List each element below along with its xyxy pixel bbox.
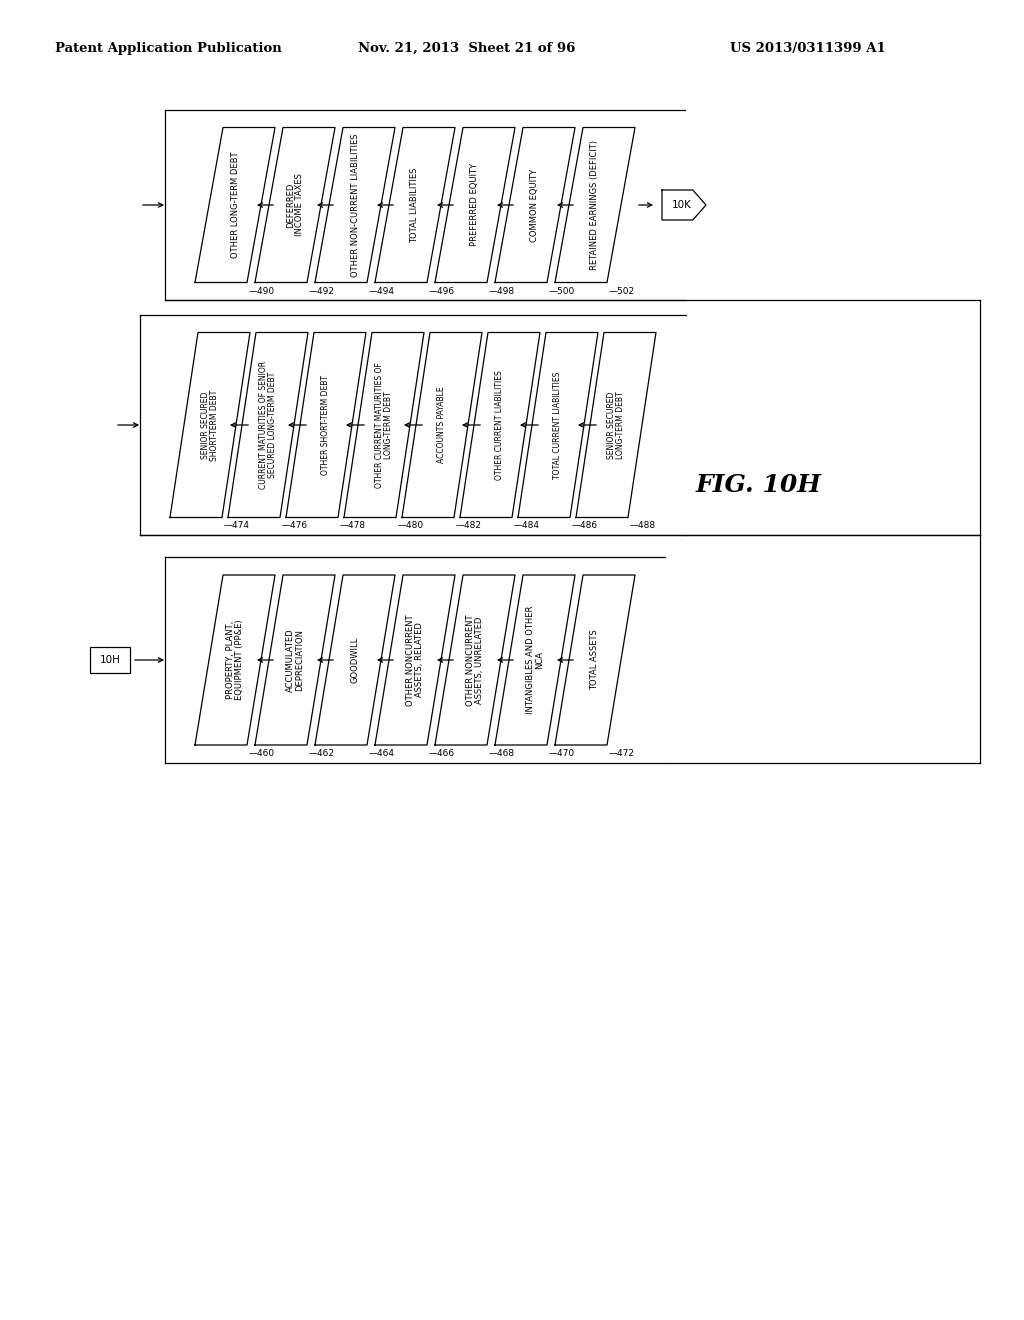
Text: —498: —498 xyxy=(489,286,515,296)
Polygon shape xyxy=(435,128,515,282)
Polygon shape xyxy=(555,576,635,744)
Text: US 2013/0311399 A1: US 2013/0311399 A1 xyxy=(730,42,886,55)
Polygon shape xyxy=(195,576,275,744)
Polygon shape xyxy=(255,576,335,744)
Text: OTHER NON-CURRENT LIABILITIES: OTHER NON-CURRENT LIABILITIES xyxy=(350,133,359,277)
Text: OTHER SHORT-TERM DEBT: OTHER SHORT-TERM DEBT xyxy=(322,375,331,475)
Text: OTHER LONG-TERM DEBT: OTHER LONG-TERM DEBT xyxy=(230,152,240,259)
Text: ACCOUNTS PAYABLE: ACCOUNTS PAYABLE xyxy=(437,387,446,463)
Text: —470: —470 xyxy=(549,748,575,758)
Text: —494: —494 xyxy=(369,286,395,296)
Text: —474: —474 xyxy=(224,521,250,531)
Text: —472: —472 xyxy=(609,748,635,758)
Text: Nov. 21, 2013  Sheet 21 of 96: Nov. 21, 2013 Sheet 21 of 96 xyxy=(358,42,575,55)
Polygon shape xyxy=(315,128,395,282)
Text: —464: —464 xyxy=(369,748,395,758)
Text: TOTAL LIABILITIES: TOTAL LIABILITIES xyxy=(411,168,420,243)
Text: —488: —488 xyxy=(630,521,656,531)
Text: —476: —476 xyxy=(282,521,308,531)
Text: TOTAL CURRENT LIABILITIES: TOTAL CURRENT LIABILITIES xyxy=(554,371,562,479)
Text: DEFERRED
INCOME TAXES: DEFERRED INCOME TAXES xyxy=(286,173,304,236)
Polygon shape xyxy=(662,190,706,220)
Text: —468: —468 xyxy=(489,748,515,758)
Text: —496: —496 xyxy=(429,286,455,296)
Text: TOTAL ASSETS: TOTAL ASSETS xyxy=(591,630,599,690)
Text: —480: —480 xyxy=(398,521,424,531)
Polygon shape xyxy=(170,333,250,517)
Text: —466: —466 xyxy=(429,748,455,758)
Text: —478: —478 xyxy=(340,521,367,531)
Text: —500: —500 xyxy=(549,286,575,296)
Polygon shape xyxy=(315,576,395,744)
Polygon shape xyxy=(495,128,575,282)
Text: Patent Application Publication: Patent Application Publication xyxy=(55,42,282,55)
Text: OTHER CURRENT MATURITIES OF
LONG-TERM DEBT: OTHER CURRENT MATURITIES OF LONG-TERM DE… xyxy=(375,362,393,488)
Polygon shape xyxy=(495,576,575,744)
Text: —484: —484 xyxy=(514,521,540,531)
Polygon shape xyxy=(402,333,482,517)
Text: OTHER NONCURRENT
ASSETS, UNRELATED: OTHER NONCURRENT ASSETS, UNRELATED xyxy=(466,614,484,706)
Text: —490: —490 xyxy=(249,286,275,296)
Text: 10K: 10K xyxy=(672,201,692,210)
Polygon shape xyxy=(195,128,275,282)
Polygon shape xyxy=(435,576,515,744)
Text: ACCUMULATED
DEPRECIATION: ACCUMULATED DEPRECIATION xyxy=(286,628,304,692)
Polygon shape xyxy=(575,333,656,517)
Text: PROPERTY, PLANT,
EQUIPMENT (PP&E): PROPERTY, PLANT, EQUIPMENT (PP&E) xyxy=(225,619,245,701)
Text: COMMON EQUITY: COMMON EQUITY xyxy=(530,169,540,242)
Text: OTHER NONCURRENT
ASSETS, RELATED: OTHER NONCURRENT ASSETS, RELATED xyxy=(406,614,424,706)
Bar xyxy=(90,647,130,673)
Text: SENIOR SECURED
LONG-TERM DEBT: SENIOR SECURED LONG-TERM DEBT xyxy=(606,391,626,459)
Text: —486: —486 xyxy=(572,521,598,531)
Text: —482: —482 xyxy=(456,521,482,531)
Polygon shape xyxy=(286,333,366,517)
Text: SENIOR SECURED
SHORT-TERM DEBT: SENIOR SECURED SHORT-TERM DEBT xyxy=(201,389,219,461)
Text: —460: —460 xyxy=(249,748,275,758)
Text: INTANGIBLES AND OTHER
NCA: INTANGIBLES AND OTHER NCA xyxy=(525,606,545,714)
Text: GOODWILL: GOODWILL xyxy=(350,636,359,684)
Polygon shape xyxy=(555,128,635,282)
Text: 10H: 10H xyxy=(99,655,121,665)
Polygon shape xyxy=(375,576,455,744)
Text: —462: —462 xyxy=(309,748,335,758)
Text: RETAINED EARNINGS (DEFICIT): RETAINED EARNINGS (DEFICIT) xyxy=(591,140,599,271)
Text: —492: —492 xyxy=(309,286,335,296)
Polygon shape xyxy=(344,333,424,517)
Text: CURRENT MATURITIES OF SENIOR
SECURED LONG-TERM DEBT: CURRENT MATURITIES OF SENIOR SECURED LON… xyxy=(259,360,278,490)
Polygon shape xyxy=(375,128,455,282)
Polygon shape xyxy=(255,128,335,282)
Text: —502: —502 xyxy=(609,286,635,296)
Polygon shape xyxy=(460,333,540,517)
Polygon shape xyxy=(518,333,598,517)
Polygon shape xyxy=(228,333,308,517)
Text: OTHER CURRENT LIABILITIES: OTHER CURRENT LIABILITIES xyxy=(496,370,505,480)
Text: PREFERRED EQUITY: PREFERRED EQUITY xyxy=(470,164,479,247)
Text: FIG. 10H: FIG. 10H xyxy=(696,473,822,498)
